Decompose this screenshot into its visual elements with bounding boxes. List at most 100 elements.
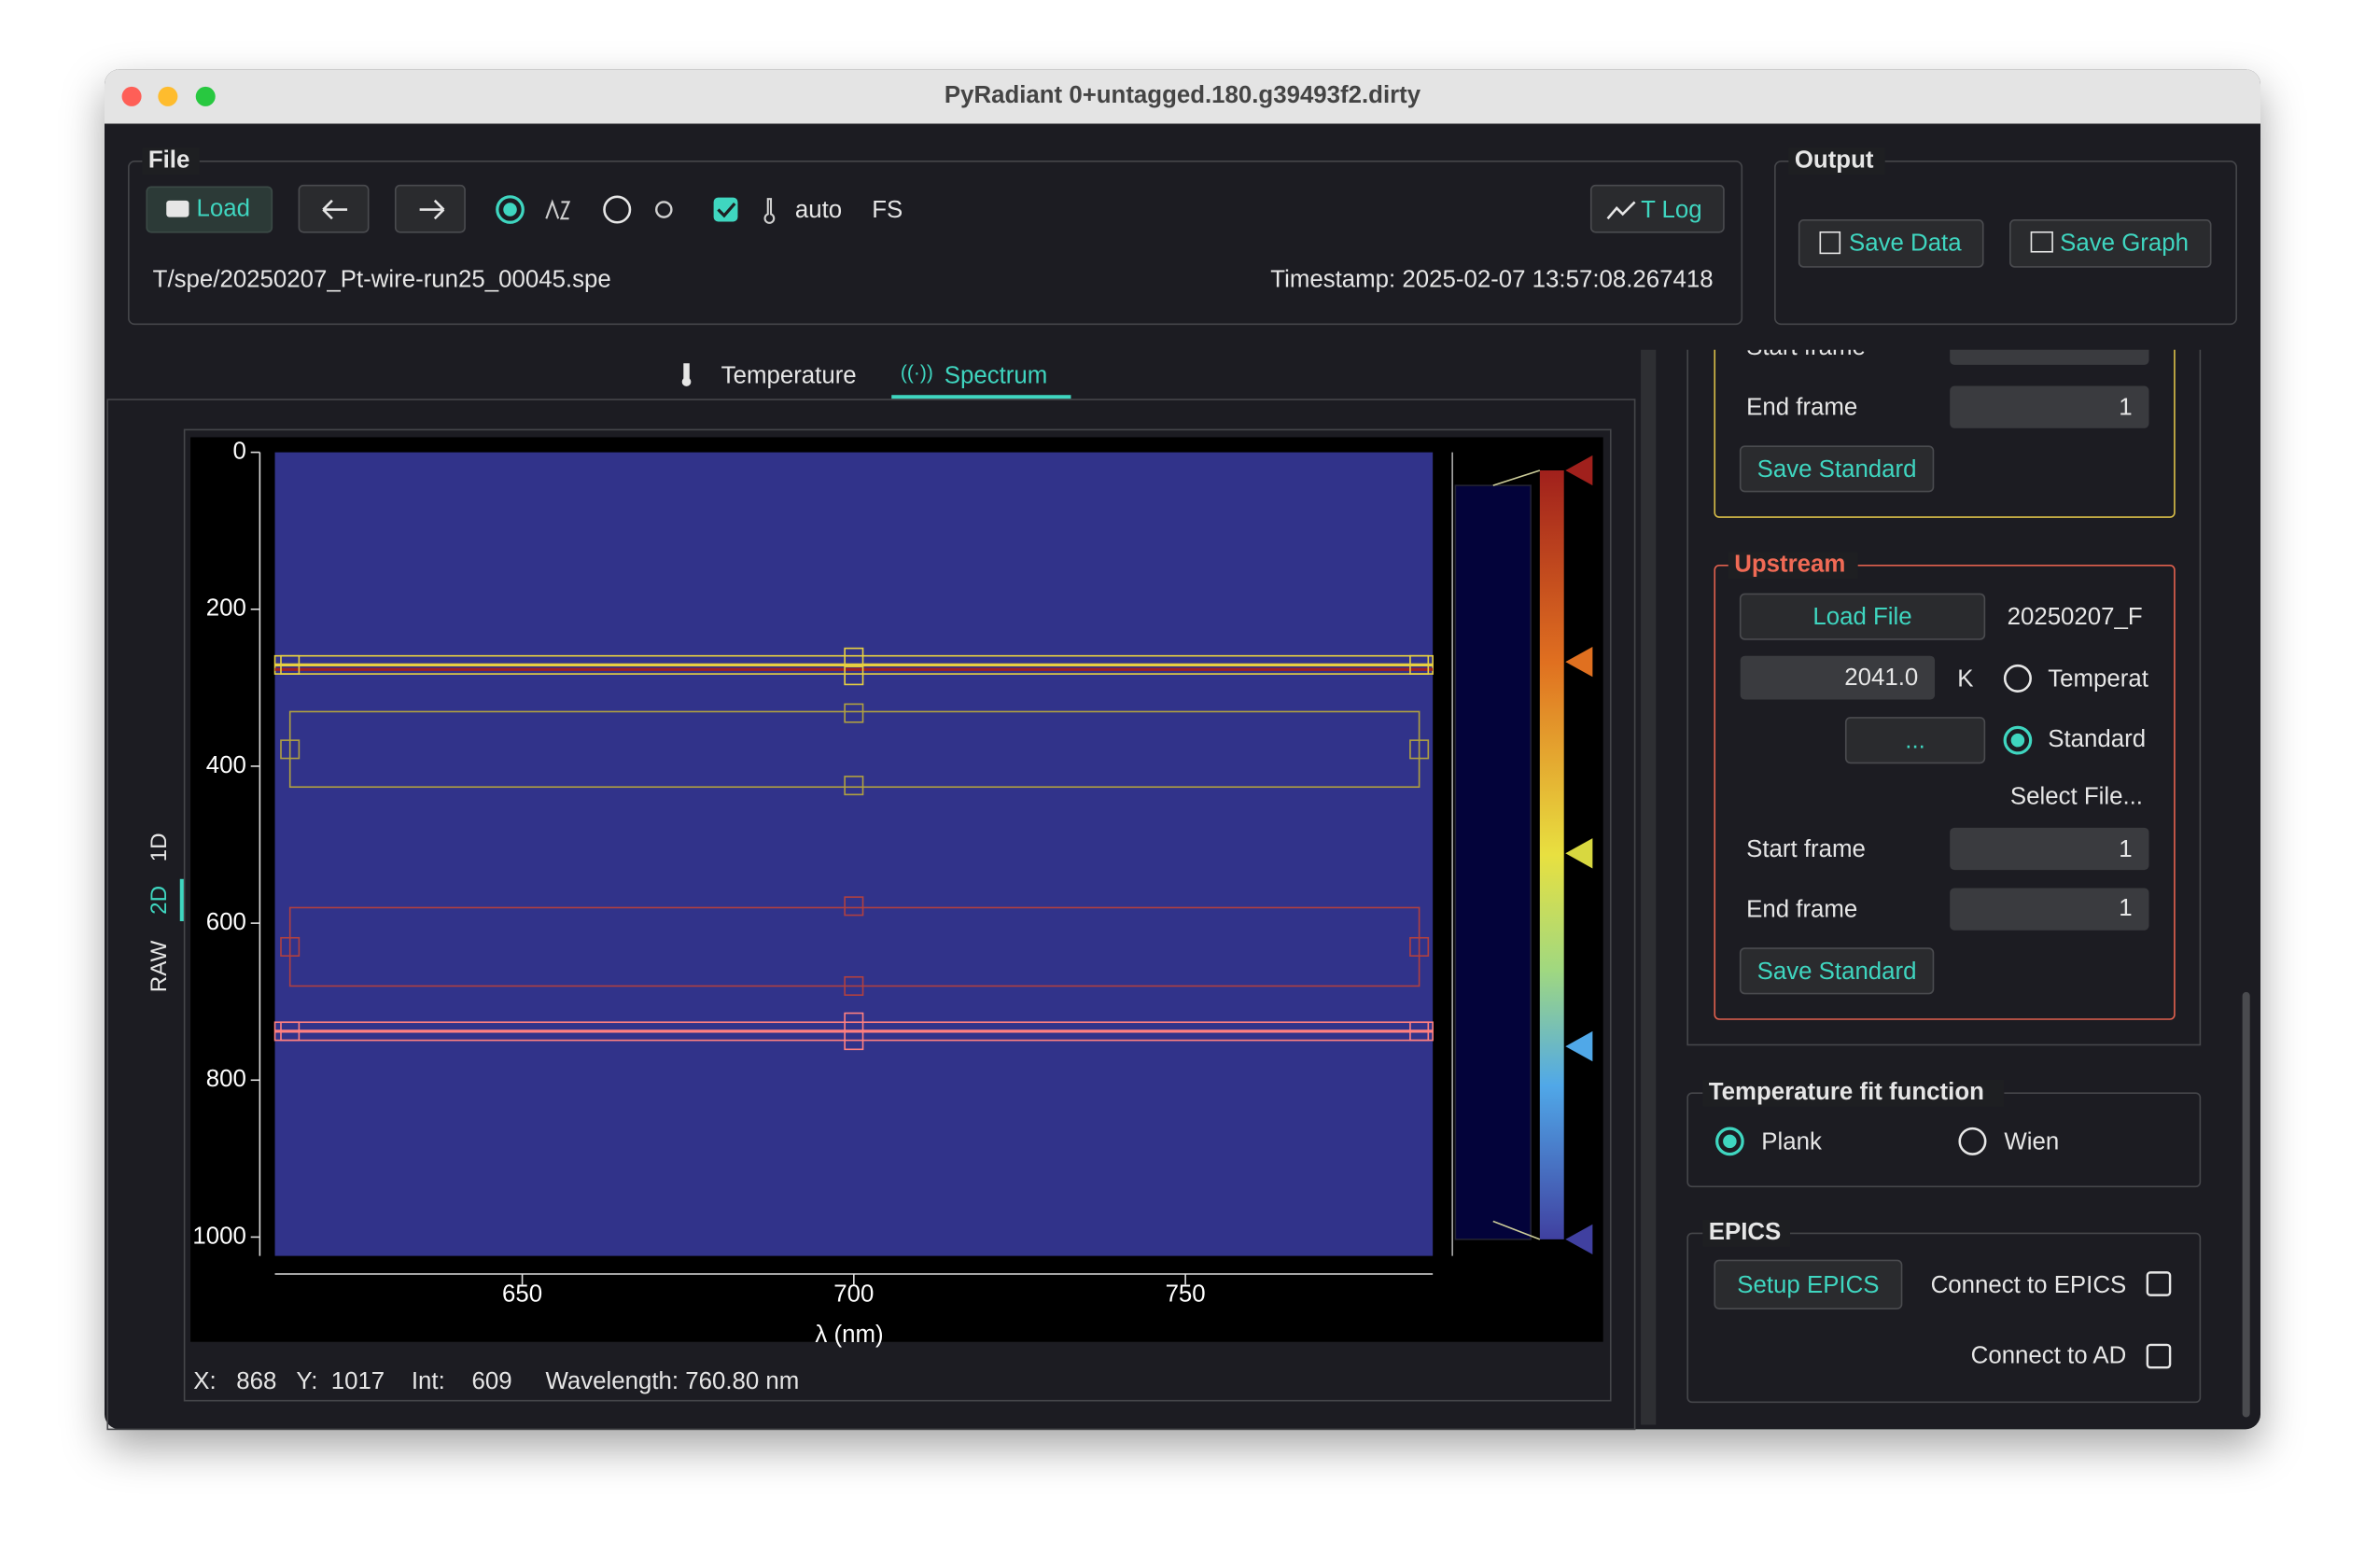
radio-time[interactable] [603,195,632,224]
roi-handle [1409,654,1430,675]
watch-icon [655,201,673,218]
roi-handle [1409,936,1430,957]
colorbar [1539,470,1564,1239]
tab[interactable]: Temperature [721,363,857,389]
input[interactable] [1950,888,2149,931]
checkbox-auto[interactable] [713,197,738,222]
side-tab[interactable]: 1D [147,833,172,861]
x-tick-label: 750 [1166,1281,1206,1307]
roi-handle [844,776,864,796]
radio-label: Temperat [2048,665,2148,692]
file-group [128,161,1743,326]
arrow-right [419,199,445,220]
checkbox[interactable] [2146,1271,2172,1296]
radio-label: Plank [1761,1128,1822,1155]
group-label: Upstream [1734,552,1845,578]
save-data-button[interactable] [1798,219,1984,268]
side-tab-active[interactable]: 2D [147,886,172,915]
icon [1819,231,1841,255]
group-label: Output [1795,147,1874,174]
gradient-handle[interactable] [1565,838,1593,869]
tab-underline [891,395,1071,399]
thermo-icon [763,198,776,224]
thermo-icon [681,363,692,386]
checkbox-label: Connect to AD [1971,1343,2127,1369]
button-label: Save Standard [1757,959,1917,985]
roi-handle [844,665,864,686]
roi-handle [1409,739,1430,760]
epics-group [1686,1232,2202,1404]
checkbox[interactable] [2146,1343,2172,1369]
input[interactable] [1740,655,1936,700]
gradient-handle[interactable] [1565,455,1593,486]
radio[interactable] [1958,1127,1987,1155]
select-file[interactable]: Select File... [2010,783,2143,809]
roi-handle [844,703,864,723]
timestamp: Timestamp: 2025-02-07 13:57:08.267418 [1270,266,1713,292]
gradient-handle[interactable] [1565,1030,1593,1062]
auto-label: auto [795,197,842,223]
button-label: Load File [1812,604,1911,630]
zoom-button[interactable] [195,86,216,106]
gradient-handle[interactable] [1565,647,1593,678]
input[interactable] [1950,329,2149,365]
radio[interactable] [2003,725,2033,755]
load-label: Load [197,195,250,221]
radio-dot [503,203,517,217]
downstream-group [1714,349,2176,518]
output-group [1774,161,2237,326]
signal-icon: ((·)) [901,362,933,384]
y-tick-label: 1000 [192,1223,245,1249]
button-label: Save Standard [1757,456,1917,483]
button[interactable] [1739,445,1935,493]
save-graph-button[interactable] [2009,219,2212,268]
status-bar: X: 868 Y: 1017 Int: 609 Wavelength: 760.… [193,1368,799,1394]
button[interactable] [1844,717,1986,764]
x-tick-label: 650 [502,1281,542,1307]
roi-handle [280,936,301,957]
input[interactable] [1950,827,2149,871]
t-log-button[interactable] [1589,184,1725,233]
button[interactable] [1739,947,1935,995]
radio[interactable] [1715,1127,1744,1156]
check-mark [717,203,736,218]
unit: K [1957,665,1973,692]
roi-box [288,906,1420,987]
sort-icon [545,199,571,220]
gradient-handle[interactable] [1565,1224,1593,1254]
save-graph-label: Save Graph [2060,231,2189,257]
input-value: 1 [2119,395,2132,421]
save-data-label: Save Data [1849,231,1962,257]
label-bg [1728,552,1858,580]
roi-handle [844,1030,864,1051]
folder-icon [166,200,189,217]
radio-dot [2010,733,2025,748]
scrollbar[interactable] [2242,991,2250,1418]
y-tick-label: 0 [232,438,245,464]
input-value: 2041.0 [1844,665,1918,691]
input[interactable] [1950,385,2149,428]
radio-sort[interactable] [496,195,525,224]
radio[interactable] [2003,664,2032,693]
roi-handle [1409,1021,1430,1042]
tab-active[interactable]: Spectrum [945,363,1048,389]
arrow-left [322,199,348,220]
button[interactable] [1739,593,1986,640]
y-tick-label: 800 [206,1066,246,1092]
chart-icon [1606,201,1636,220]
roi-handle [280,654,301,675]
load-button[interactable] [146,186,273,233]
label-bg [1702,1219,1790,1247]
minimize-button[interactable] [158,86,178,106]
image [274,452,1434,1256]
side-tab[interactable]: RAW [147,941,172,993]
plot-panel [106,399,1636,1431]
splitter[interactable] [1641,349,1657,1425]
button[interactable] [1714,1259,1903,1309]
file-path: T/spe/20250207_Pt-wire-run25_00045.spe [153,266,611,292]
roi-handle [280,739,301,760]
fs-label: FS [872,197,903,223]
label: Start frame [1746,334,1866,360]
close-button[interactable] [121,86,142,106]
